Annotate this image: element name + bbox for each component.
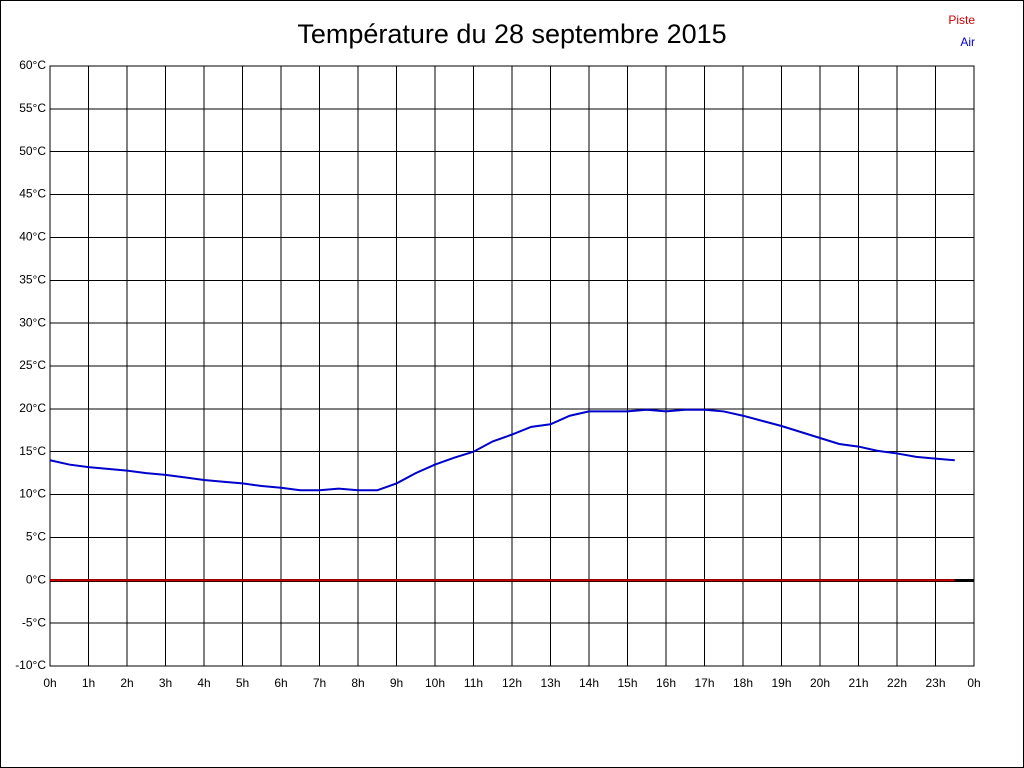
- x-tick-label: 6h: [274, 676, 287, 690]
- y-tick-label: 45°C: [19, 187, 46, 201]
- y-tick-label: 60°C: [19, 58, 46, 72]
- x-tick-label: 4h: [197, 676, 210, 690]
- y-tick-label: 25°C: [19, 358, 46, 372]
- x-tick-label: 11h: [464, 676, 483, 690]
- x-tick-label: 13h: [540, 676, 560, 690]
- x-tick-label: 9h: [390, 676, 403, 690]
- x-tick-label: 10h: [425, 676, 445, 690]
- x-tick-label: 21h: [848, 676, 868, 690]
- y-tick-label: 30°C: [19, 315, 46, 329]
- y-tick-label: 15°C: [19, 444, 46, 458]
- y-tick-label: 40°C: [19, 230, 46, 244]
- y-tick-label: -10°C: [15, 658, 46, 672]
- legend-entry: Air: [960, 35, 975, 49]
- x-tick-label: 16h: [656, 676, 676, 690]
- x-tick-label: 0h: [967, 676, 980, 690]
- y-tick-label: 10°C: [19, 487, 46, 501]
- y-tick-label: 20°C: [19, 401, 46, 415]
- y-tick-label: 35°C: [19, 272, 46, 286]
- x-tick-label: 0h: [43, 676, 56, 690]
- x-tick-label: 17h: [694, 676, 714, 690]
- x-tick-label: 1h: [82, 676, 95, 690]
- x-tick-label: 23h: [925, 676, 945, 690]
- x-tick-label: 20h: [810, 676, 830, 690]
- x-tick-label: 14h: [579, 676, 599, 690]
- x-tick-label: 12h: [502, 676, 522, 690]
- x-tick-label: 7h: [313, 676, 326, 690]
- x-tick-label: 8h: [351, 676, 364, 690]
- y-tick-label: 0°C: [26, 572, 46, 586]
- x-tick-label: 5h: [236, 676, 249, 690]
- x-tick-label: 2h: [120, 676, 133, 690]
- y-tick-label: 55°C: [19, 101, 46, 115]
- x-tick-label: 3h: [159, 676, 172, 690]
- chart-title: Température du 28 septembre 2015: [297, 19, 726, 49]
- x-tick-label: 15h: [617, 676, 637, 690]
- y-tick-label: -5°C: [22, 615, 46, 629]
- x-tick-label: 18h: [733, 676, 753, 690]
- y-tick-label: 5°C: [26, 530, 46, 544]
- y-tick-label: 50°C: [19, 144, 46, 158]
- series-line: [49, 408, 955, 492]
- x-tick-label: 22h: [887, 676, 907, 690]
- legend-entry: Piste: [948, 13, 975, 27]
- x-tick-label: 19h: [771, 676, 791, 690]
